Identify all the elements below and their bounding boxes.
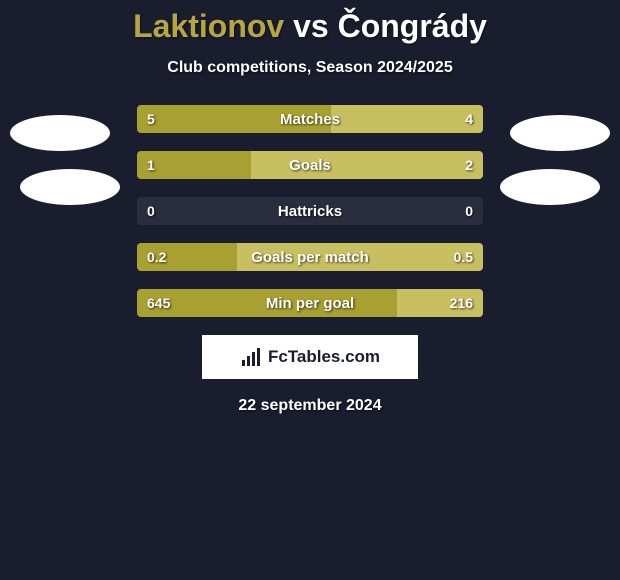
stat-value-left: 0 (147, 197, 155, 225)
bar-chart-icon (240, 346, 262, 368)
stat-row: 12Goals (137, 151, 483, 179)
stat-bar-right-fill (237, 243, 483, 271)
title-player2: Čongrády (338, 8, 487, 44)
stat-row: 54Matches (137, 105, 483, 133)
main-area: 54Matches12Goals00Hattricks0.20.5Goals p… (0, 105, 620, 415)
player2-avatar-top (510, 115, 610, 151)
comparison-title: Laktionov vs Čongrády (0, 0, 620, 45)
player1-avatar-top (10, 115, 110, 151)
stat-value-right: 216 (450, 289, 473, 317)
stat-value-right: 0 (465, 197, 473, 225)
stat-row: 0.20.5Goals per match (137, 243, 483, 271)
date-line: 22 september 2024 (0, 397, 620, 415)
stat-bar-right-fill (251, 151, 483, 179)
player1-avatar-bottom (20, 169, 120, 205)
stat-bar-left-fill (137, 105, 331, 133)
stat-bars-container: 54Matches12Goals00Hattricks0.20.5Goals p… (137, 105, 483, 317)
stat-bar-right-fill (331, 105, 483, 133)
stat-value-left: 0.2 (147, 243, 166, 271)
brand-box[interactable]: FcTables.com (202, 335, 418, 379)
stat-row: 645216Min per goal (137, 289, 483, 317)
title-player1: Laktionov (133, 8, 284, 44)
stat-value-left: 1 (147, 151, 155, 179)
stat-value-left: 5 (147, 105, 155, 133)
brand-text: FcTables.com (268, 347, 380, 367)
stat-row: 0 0Hattricks (137, 197, 483, 225)
stat-label: Hattricks (137, 197, 483, 225)
player2-avatar-bottom (500, 169, 600, 205)
title-vs: vs (293, 8, 329, 44)
stat-value-right: 4 (465, 105, 473, 133)
stat-value-left: 645 (147, 289, 170, 317)
stat-bar-left-fill (137, 289, 397, 317)
stat-value-right: 0.5 (454, 243, 473, 271)
stat-value-right: 2 (465, 151, 473, 179)
subtitle: Club competitions, Season 2024/2025 (0, 59, 620, 77)
